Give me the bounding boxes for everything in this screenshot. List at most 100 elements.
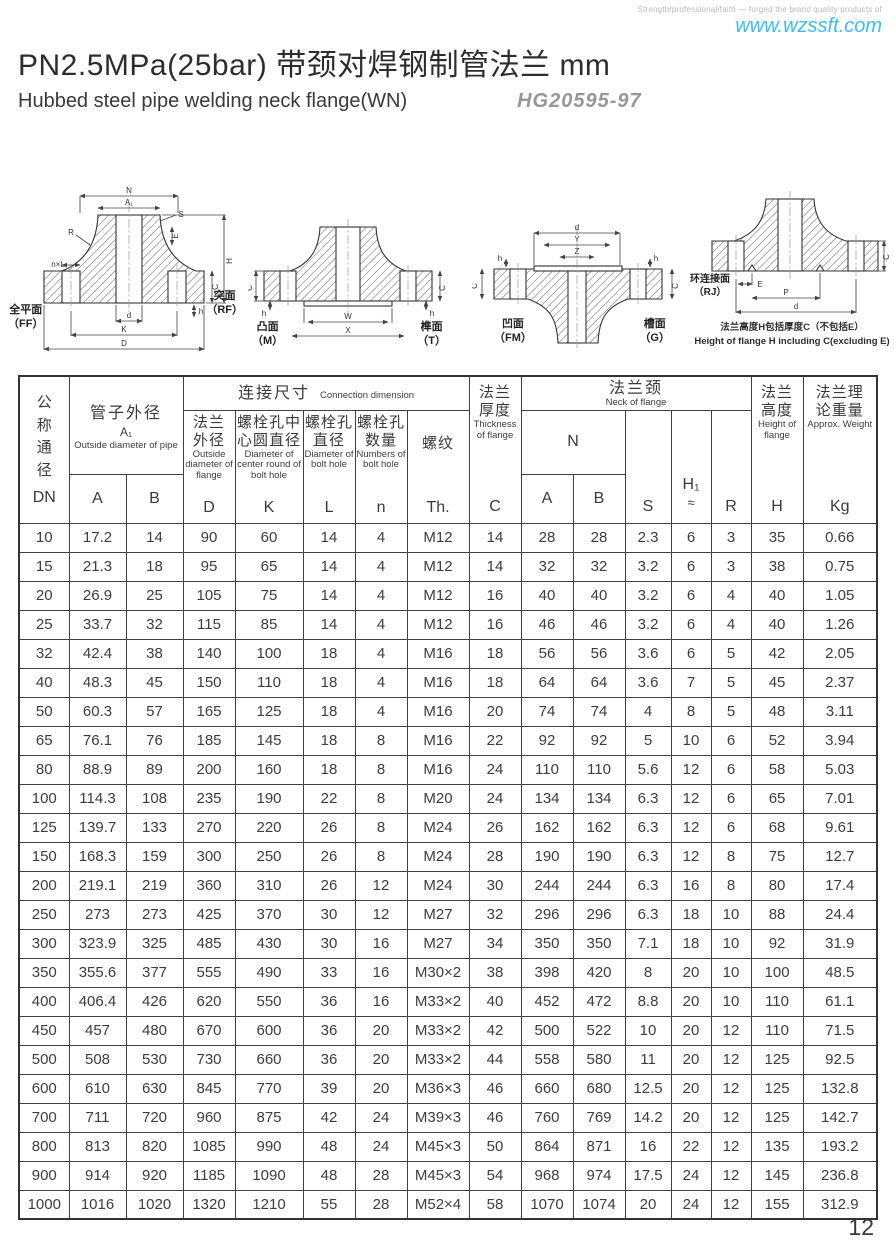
table-cell: 430 — [234, 928, 304, 959]
table-cell: 14 — [468, 551, 522, 582]
table-cell: 125 — [18, 812, 70, 843]
table-cell: 220 — [234, 812, 304, 843]
table-cell: 8.8 — [624, 986, 672, 1017]
table-cell: 20 — [670, 957, 712, 988]
svg-text:C: C — [882, 254, 891, 260]
svg-text:H: H — [225, 258, 234, 264]
drawing-ff-rf: N A₁ S R n×L E H C h d — [8, 185, 243, 357]
face-label-rj: 环连接面 （RJ） — [690, 274, 730, 298]
col-header-bolt-dia: 螺栓孔 直径 Diameter of bolt hole L — [302, 409, 356, 524]
table-cell: 145 — [750, 1160, 804, 1191]
face-label-m: 凸面 （M） — [252, 321, 284, 348]
table-cell: 273 — [125, 899, 184, 930]
svg-text:C: C — [472, 283, 479, 289]
table-cell: 300 — [18, 928, 70, 959]
table-cell: 22 — [468, 725, 522, 756]
table-cell: 150 — [18, 841, 70, 872]
table-cell: 720 — [125, 1102, 184, 1133]
table-cell: M45×3 — [406, 1131, 470, 1162]
table-cell: M16 — [406, 667, 470, 698]
table-cell: 54 — [468, 1160, 522, 1191]
table-cell: 12 — [710, 1015, 752, 1046]
svg-text:E: E — [171, 233, 180, 238]
table-cell: 64 — [572, 667, 626, 698]
table-cell: 76.1 — [68, 725, 127, 756]
table-cell: 9.61 — [802, 812, 878, 843]
table-cell: 360 — [182, 870, 236, 901]
table-cell: 16 — [670, 870, 712, 901]
table-cell: 28 — [520, 522, 574, 553]
col-header-pipe-od: 管子外径 A₁ Outside diameter of pipe — [68, 375, 184, 475]
table-cell: M45×3 — [406, 1160, 470, 1191]
table-cell: 6 — [670, 551, 712, 582]
table-cell: 2.3 — [624, 522, 672, 553]
table-cell: M36×3 — [406, 1073, 470, 1104]
table-row: 125 139.7 133 270 220 26 8 M24 26 162 162 6.3 12 6 68 9… — [18, 812, 878, 843]
table-cell: 800 — [18, 1131, 70, 1162]
table-cell: M12 — [406, 551, 470, 582]
table-cell: 16 — [468, 580, 522, 611]
table-cell: 125 — [750, 1073, 804, 1104]
table-cell: 12 — [354, 870, 408, 901]
table-cell: 165 — [182, 696, 236, 727]
table-cell: 3 — [710, 551, 752, 582]
table-cell: 8 — [354, 725, 408, 756]
table-cell: 7.1 — [624, 928, 672, 959]
table-cell: 71.5 — [802, 1015, 878, 1046]
table-cell: 12 — [710, 1102, 752, 1133]
table-cell: 426 — [125, 986, 184, 1017]
table-cell: 6 — [670, 638, 712, 669]
table-cell: 10 — [18, 522, 70, 553]
svg-text:h: h — [199, 307, 203, 316]
table-cell: 110 — [750, 986, 804, 1017]
table-cell: 960 — [182, 1102, 236, 1133]
table-cell: 92 — [572, 725, 626, 756]
table-cell: 160 — [234, 754, 304, 785]
table-cell: 864 — [520, 1131, 574, 1162]
table-cell: 711 — [68, 1102, 127, 1133]
table-cell: 3.2 — [624, 580, 672, 611]
table-cell: 18 — [302, 754, 356, 785]
table-cell: 28 — [354, 1160, 408, 1191]
table-cell: 95 — [182, 551, 236, 582]
table-row: 800 813 820 1085 990 48 24 M45×3 50 864 871 16 22 12 1… — [18, 1131, 878, 1162]
table-cell: 8 — [710, 870, 752, 901]
table-cell: 24 — [670, 1160, 712, 1191]
table-cell: 46 — [572, 609, 626, 640]
table-cell: 46 — [520, 609, 574, 640]
table-cell: 370 — [234, 899, 304, 930]
table-cell: 20 — [354, 1015, 408, 1046]
table-row: 300 323.9 325 485 430 30 16 M27 34 350 350 7.1 18 10 9… — [18, 928, 878, 959]
drawing-rj: E P d C 环连接面 （RJ） — [690, 187, 892, 319]
table-cell: 1074 — [572, 1189, 626, 1220]
col-header-h1: H₁ ≈ — [670, 409, 712, 524]
table-cell: 35 — [750, 522, 804, 553]
table-cell: 350 — [520, 928, 574, 959]
table-cell: 80 — [18, 754, 70, 785]
svg-text:K: K — [121, 325, 127, 334]
table-cell: M24 — [406, 841, 470, 872]
table-cell: 400 — [18, 986, 70, 1017]
table-cell: 5 — [624, 725, 672, 756]
table-cell: 219 — [125, 870, 184, 901]
table-cell: 4 — [710, 580, 752, 611]
table-cell: 4 — [354, 638, 408, 669]
table-cell: M27 — [406, 928, 470, 959]
svg-text:h: h — [654, 254, 658, 263]
table-cell: 68 — [750, 812, 804, 843]
table-cell: 555 — [182, 957, 236, 988]
table-cell: 46 — [468, 1073, 522, 1104]
table-cell: 36 — [302, 1044, 356, 1075]
table-cell: 40 — [750, 609, 804, 640]
table-cell: 56 — [572, 638, 626, 669]
brand-tagline: Strength/professional/faith — forged the… — [637, 5, 882, 14]
col-header-n: N — [520, 409, 626, 475]
table-cell: 1020 — [125, 1189, 184, 1220]
table-cell: 450 — [18, 1015, 70, 1046]
table-cell: 24 — [468, 754, 522, 785]
table-cell: 110 — [750, 1015, 804, 1046]
svg-text:C: C — [438, 285, 447, 291]
table-cell: 250 — [234, 841, 304, 872]
svg-text:R: R — [68, 228, 74, 237]
table-cell: 30 — [468, 870, 522, 901]
